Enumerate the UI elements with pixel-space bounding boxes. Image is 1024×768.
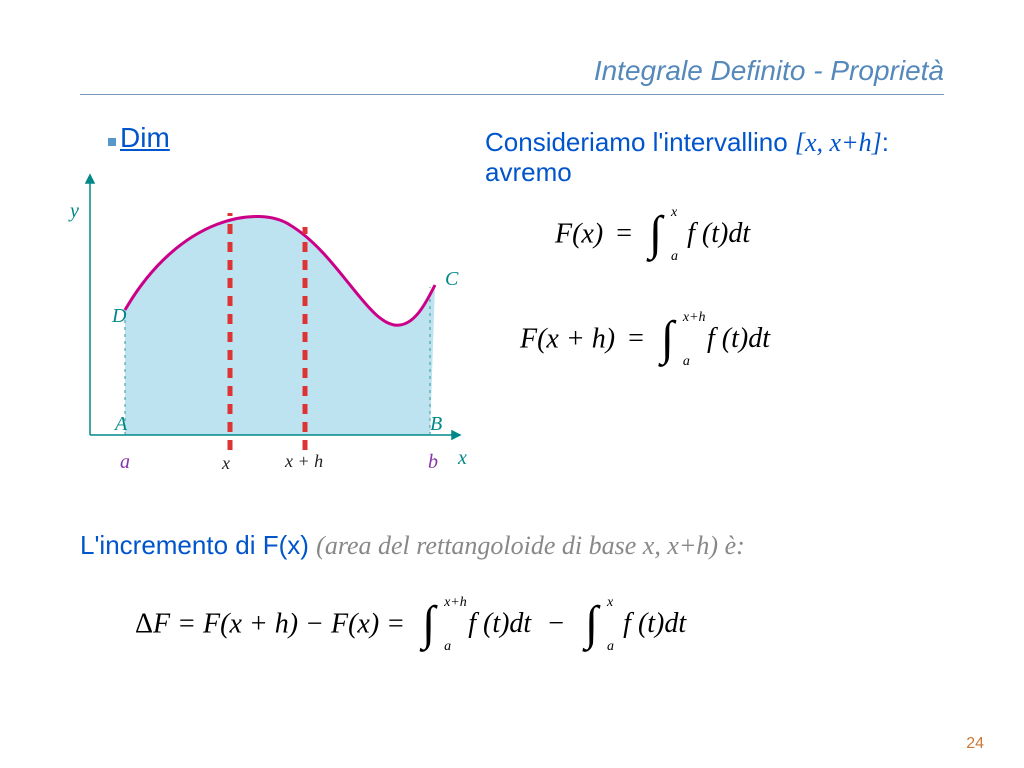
integral-icon: x ∫ a (649, 215, 662, 257)
f3b-lower: a (607, 639, 614, 655)
f1-lhs: F(x) (555, 218, 603, 249)
integral-icon: x+h ∫ a (422, 605, 435, 647)
axis-label-y: y (70, 200, 79, 223)
page-number: 24 (966, 735, 984, 753)
f1-lower: a (671, 249, 678, 265)
proof-label: Dim (120, 122, 170, 154)
f2-lower: a (683, 354, 690, 370)
f3a-rhs: f (t)dt (468, 608, 531, 639)
intro-text: Consideriamo l'intervallino [x, x+h]: av… (485, 128, 889, 188)
increment-pre: L'incremento di F(x) (80, 530, 316, 560)
intro-line1-post: : (882, 127, 889, 157)
bullet-icon (108, 138, 116, 146)
f3b-rhs: f (t)dt (623, 608, 686, 639)
f3b-upper: x (607, 595, 613, 611)
f3a-upper: x+h (444, 595, 467, 611)
f1-rhs: f (t)dt (687, 218, 750, 249)
axis-label-x: x (458, 447, 467, 470)
formula-fx: F(x) = x ∫ a f (t)dt (555, 215, 750, 257)
tick-label-b: b (428, 451, 438, 474)
f1-upper: x (671, 205, 677, 221)
f3-lhs: F = F(x + h) − F(x) = (153, 608, 405, 639)
f1-eq: = (616, 218, 632, 249)
f3a-lower: a (444, 639, 451, 655)
f2-upper: x+h (683, 310, 706, 326)
slide-title: Integrale Definito - Proprietà (594, 55, 944, 87)
f2-rhs: f (t)dt (707, 323, 770, 354)
formula-deltaf: ΔF = F(x + h) − F(x) = x+h ∫ a f (t)dt −… (135, 605, 686, 647)
title-rule (80, 94, 944, 95)
f2-lhs: F(x + h) (520, 323, 615, 354)
integral-icon: x+h ∫ a (661, 320, 674, 362)
intro-line1-pre: Consideriamo l'intervallino (485, 127, 795, 157)
point-label-a-upper: A (115, 413, 127, 436)
formula-fxh: F(x + h) = x+h ∫ a f (t)dt (520, 320, 770, 362)
f3-minus: − (548, 608, 564, 639)
graph-figure: yxABCDabxx + h (60, 155, 480, 495)
f3-delta: Δ (135, 608, 153, 639)
point-label-d: D (112, 305, 126, 328)
f2-eq: = (628, 323, 644, 354)
integral-icon: x ∫ a (585, 605, 598, 647)
increment-gray: (area del rettangoloide di base x, x+h) … (316, 531, 745, 560)
point-label-b-upper: B (430, 413, 442, 436)
point-label-c: C (445, 268, 458, 291)
increment-text: L'incremento di F(x) (area del rettangol… (80, 530, 745, 561)
intro-interval: [x, x+h] (795, 128, 882, 157)
tick-label-x: x (222, 453, 230, 474)
tick-label-xh: x + h (285, 451, 323, 472)
intro-line2: avremo (485, 157, 572, 187)
tick-label-a: a (120, 451, 130, 474)
